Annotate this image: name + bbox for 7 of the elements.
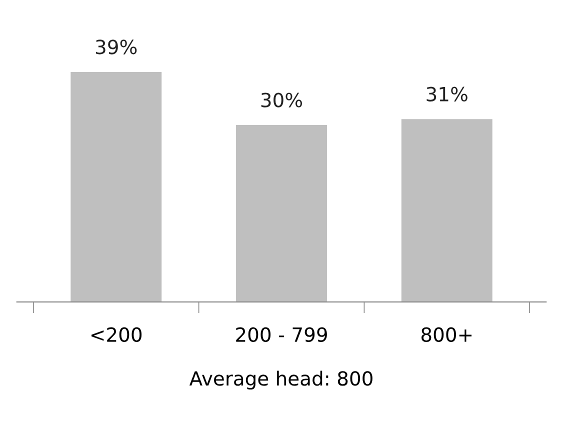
x-axis-title: Average head: 800 (189, 370, 372, 390)
x-tick-label: 800+ (421, 327, 472, 342)
data-label: 30% (261, 92, 302, 108)
x-tick-label: 200 - 799 (236, 327, 327, 342)
data-label: 39% (96, 40, 137, 54)
data-label: 31% (426, 86, 468, 102)
x-tick-label: <200 (91, 327, 142, 342)
